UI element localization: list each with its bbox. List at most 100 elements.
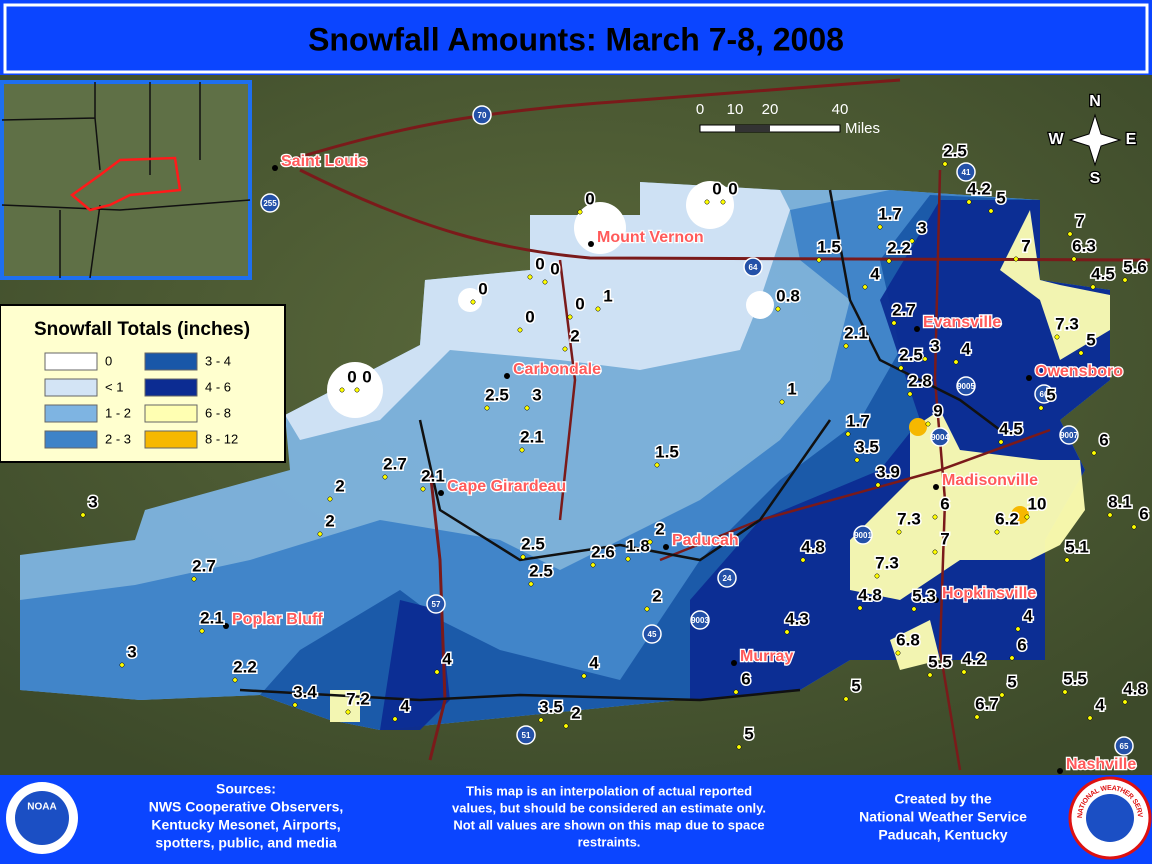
snowfall-report: 2.8 [908, 371, 932, 390]
snowfall-report: 8.1 [1108, 492, 1132, 511]
snowfall-report: 7 [1075, 211, 1084, 230]
snowfall-report: 0 [478, 279, 487, 298]
inset-frame [0, 80, 252, 280]
report-site [80, 512, 86, 518]
highway-number: 255 [263, 199, 277, 208]
report-site [961, 669, 967, 675]
report-site [895, 650, 901, 656]
report-site [816, 257, 822, 263]
report-site [1091, 450, 1097, 456]
snowfall-report: 1 [603, 286, 612, 305]
report-site [1062, 689, 1068, 695]
snowfall-zones [20, 181, 1110, 730]
snowfall-report: 2 [652, 586, 661, 605]
snowfall-report: 7.2 [346, 689, 370, 708]
snowfall-report: 2.1 [421, 466, 445, 485]
report-site [538, 717, 544, 723]
snowfall-zone [1011, 506, 1029, 524]
report-site [886, 258, 892, 264]
report-site [562, 346, 568, 352]
snowfall-report: 0 [728, 179, 737, 198]
legend-swatch [144, 352, 198, 371]
snowfall-report: 1.7 [846, 411, 870, 430]
report-site [1090, 284, 1096, 290]
snowfall-report: 5 [1086, 330, 1095, 349]
highway-shield [743, 257, 763, 277]
highway-number: 9005 [957, 382, 975, 391]
report-site [327, 496, 333, 502]
snowfall-report: 3 [917, 218, 926, 237]
report-site [1131, 524, 1137, 530]
city-marker [504, 373, 510, 379]
report-site [119, 662, 125, 668]
snowfall-zone [690, 200, 1110, 700]
snowfall-report: 1 [787, 379, 796, 398]
snowfall-report: 4.5 [1091, 264, 1115, 283]
report-site [854, 457, 860, 463]
city-label: Murray [740, 648, 793, 665]
snowfall-report: 5 [996, 188, 1005, 207]
snowfall-report: 5.1 [1065, 537, 1089, 556]
report-site [891, 320, 897, 326]
report-site [875, 482, 881, 488]
snowfall-report: 2 [571, 703, 580, 722]
snowfall-report: 6 [1099, 430, 1108, 449]
snowfall-report: 2.1 [844, 323, 868, 342]
snowfall-report: 3.9 [876, 462, 900, 481]
snowfall-report: 5 [744, 724, 753, 743]
report-site [524, 405, 530, 411]
snowfall-report: 0 [550, 259, 559, 278]
city-label: Mount Vernon [597, 229, 704, 246]
highway-number: 9004 [931, 433, 949, 442]
highway-number: 9003 [691, 616, 709, 625]
compass-w: W [1048, 131, 1064, 148]
snowfall-report: 3.4 [293, 682, 317, 701]
footer-bar [0, 775, 1152, 864]
snowfall-report: 6.7 [975, 694, 999, 713]
snowfall-report: 5 [1046, 385, 1055, 404]
roads [239, 78, 1151, 771]
report-site [736, 744, 742, 750]
report-site [232, 677, 238, 683]
city-marker [914, 326, 920, 332]
report-site [845, 431, 851, 437]
report-site [354, 387, 360, 393]
snowfall-report: 0 [712, 179, 721, 198]
report-site [519, 447, 525, 453]
snowfall-report: 1.8 [626, 536, 650, 555]
highway-shield [260, 193, 280, 213]
city-marker [1026, 375, 1032, 381]
legend-swatch [44, 404, 98, 423]
report-site [932, 514, 938, 520]
snowfall-report: 2.5 [899, 345, 923, 364]
snowfall-report: 2.2 [233, 657, 257, 676]
report-site [966, 199, 972, 205]
legend-title: Snowfall Totals (inches) [34, 319, 250, 340]
snowfall-report: 1.5 [655, 442, 679, 461]
report-site [800, 557, 806, 563]
highway-shield [690, 610, 710, 630]
city-marker [272, 165, 278, 171]
snowfall-report: 6 [940, 494, 949, 513]
report-site [1009, 655, 1015, 661]
snowfall-report: 4 [589, 653, 599, 672]
highway-number: 64 [749, 263, 758, 272]
report-site [590, 562, 596, 568]
snowfall-zone [746, 291, 774, 319]
report-site [862, 284, 868, 290]
highway-number: 24 [723, 574, 732, 583]
legend-label: 4 - 6 [205, 379, 231, 394]
highway-shield [1059, 425, 1079, 445]
highway-shield [472, 105, 492, 125]
snowfall-zone [1000, 210, 1110, 360]
city-label: Poplar Bluff [232, 611, 323, 628]
report-site [484, 405, 490, 411]
highway-number: 9001 [854, 531, 872, 540]
city-label: Nashville [1066, 756, 1136, 773]
snowfall-zone [458, 288, 482, 312]
snowfall-report: 0 [525, 307, 534, 326]
snowfall-report: 4 [442, 649, 452, 668]
report-site [345, 709, 351, 715]
map-title: Snowfall Amounts: March 7-8, 2008 [308, 21, 844, 57]
inset-map [0, 80, 252, 280]
